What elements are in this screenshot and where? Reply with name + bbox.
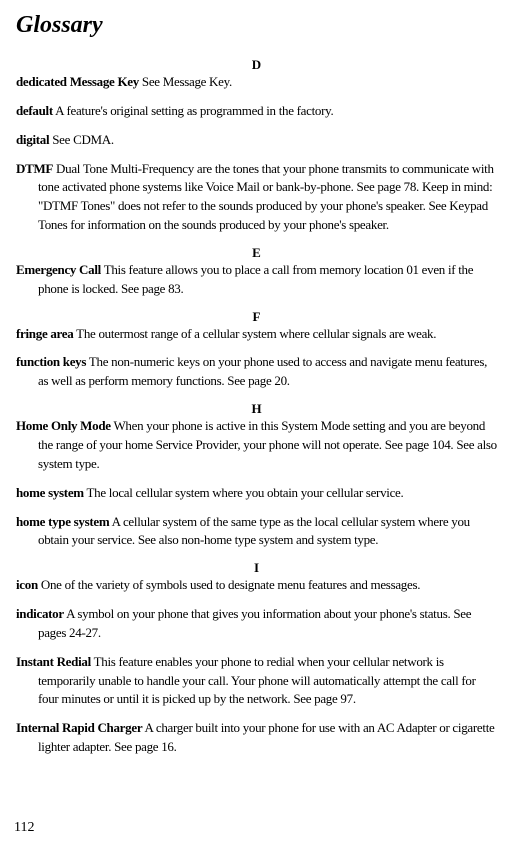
- glossary-term: fringe area: [16, 326, 73, 341]
- glossary-entry: Home Only Mode When your phone is active…: [16, 417, 497, 474]
- glossary-definition: The non-numeric keys on your phone used …: [38, 354, 487, 388]
- glossary-entry: default A feature's original setting as …: [16, 102, 497, 121]
- section-letter: F: [16, 309, 497, 325]
- glossary-definition: One of the variety of symbols used to de…: [38, 577, 420, 592]
- glossary-entry: indicator A symbol on your phone that gi…: [16, 605, 497, 643]
- glossary-entry: fringe area The outermost range of a cel…: [16, 325, 497, 344]
- section-letter: D: [16, 57, 497, 73]
- glossary-definition: This feature enables your phone to redia…: [38, 654, 476, 707]
- glossary-definition: Dual Tone Multi-Frequency are the tones …: [38, 161, 494, 233]
- section-letter: E: [16, 245, 497, 261]
- glossary-entry: Internal Rapid Charger A charger built i…: [16, 719, 497, 757]
- glossary-term: indicator: [16, 606, 64, 621]
- glossary-entry: DTMF Dual Tone Multi-Frequency are the t…: [16, 160, 497, 235]
- glossary-entry: dedicated Message Key See Message Key.: [16, 73, 497, 92]
- glossary-term: dedicated Message Key: [16, 74, 139, 89]
- glossary-entry: home type system A cellular system of th…: [16, 513, 497, 551]
- glossary-definition: The outermost range of a cellular system…: [73, 326, 436, 341]
- glossary-term: function keys: [16, 354, 86, 369]
- section-letter: I: [16, 560, 497, 576]
- page-number: 112: [14, 820, 34, 836]
- glossary-term: Emergency Call: [16, 262, 101, 277]
- glossary-term: Instant Redial: [16, 654, 91, 669]
- glossary-term: DTMF: [16, 161, 53, 176]
- glossary-term: digital: [16, 132, 49, 147]
- glossary-definition: The local cellular system where you obta…: [84, 485, 404, 500]
- glossary-term: default: [16, 103, 53, 118]
- glossary-definition: This feature allows you to place a call …: [38, 262, 473, 296]
- glossary-entry: Instant Redial This feature enables your…: [16, 653, 497, 710]
- glossary-entry: digital See CDMA.: [16, 131, 497, 150]
- glossary-title: Glossary: [16, 12, 497, 39]
- glossary-definition: See Message Key.: [139, 74, 232, 89]
- glossary-entry: icon One of the variety of symbols used …: [16, 576, 497, 595]
- glossary-entry: Emergency Call This feature allows you t…: [16, 261, 497, 299]
- section-letter: H: [16, 401, 497, 417]
- glossary-term: icon: [16, 577, 38, 592]
- glossary-term: Home Only Mode: [16, 418, 111, 433]
- glossary-term: Internal Rapid Charger: [16, 720, 142, 735]
- glossary-definition: A symbol on your phone that gives you in…: [38, 606, 471, 640]
- glossary-term: home system: [16, 485, 84, 500]
- glossary-term: home type system: [16, 514, 109, 529]
- glossary-entry: function keys The non-numeric keys on yo…: [16, 353, 497, 391]
- glossary-definition: A feature's original setting as programm…: [53, 103, 334, 118]
- glossary-definition: See CDMA.: [49, 132, 114, 147]
- glossary-entry: home system The local cellular system wh…: [16, 484, 497, 503]
